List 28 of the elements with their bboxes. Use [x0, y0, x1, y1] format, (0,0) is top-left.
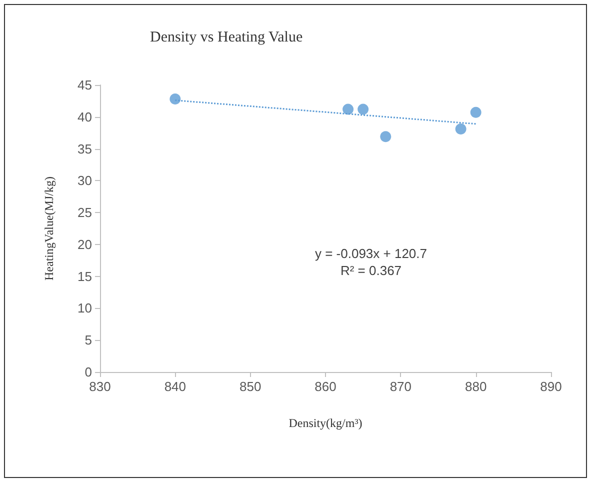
x-tick-label: 880: [464, 379, 487, 394]
point: [358, 104, 369, 115]
x-tick-label: 890: [540, 379, 562, 394]
y-tick-label: 0: [84, 364, 92, 380]
x-tick-label: 830: [89, 379, 111, 394]
y-tick-label: 40: [78, 109, 92, 124]
y-tick-label: 20: [78, 236, 92, 252]
y-tick-label: 30: [78, 173, 92, 188]
point: [470, 106, 482, 118]
point: [342, 104, 354, 115]
y-tick-label: 35: [78, 141, 92, 156]
x-tick-label: 850: [239, 379, 262, 394]
annotation: R² = 0.367: [340, 263, 402, 278]
y-tick-label: 45: [78, 78, 92, 92]
chart-title: Density vs Heating Value: [150, 30, 303, 46]
y-tick-label: 10: [78, 300, 92, 316]
y-axis-title: HeatingValue(MJ/kg): [42, 176, 56, 280]
y-tick-label: 5: [84, 332, 92, 348]
point: [455, 124, 466, 135]
y-tick-label: 15: [78, 268, 92, 284]
point: [170, 94, 181, 105]
x-tick-label: 860: [314, 379, 336, 394]
x-axis-title: Density(kg/m³): [288, 416, 362, 430]
y-tick-label: 25: [78, 205, 92, 220]
annotation: y = -0.093x + 120.7: [314, 246, 428, 261]
x-tick-label: 840: [164, 379, 186, 394]
point: [380, 131, 392, 142]
x-tick-label: 870: [390, 379, 412, 394]
